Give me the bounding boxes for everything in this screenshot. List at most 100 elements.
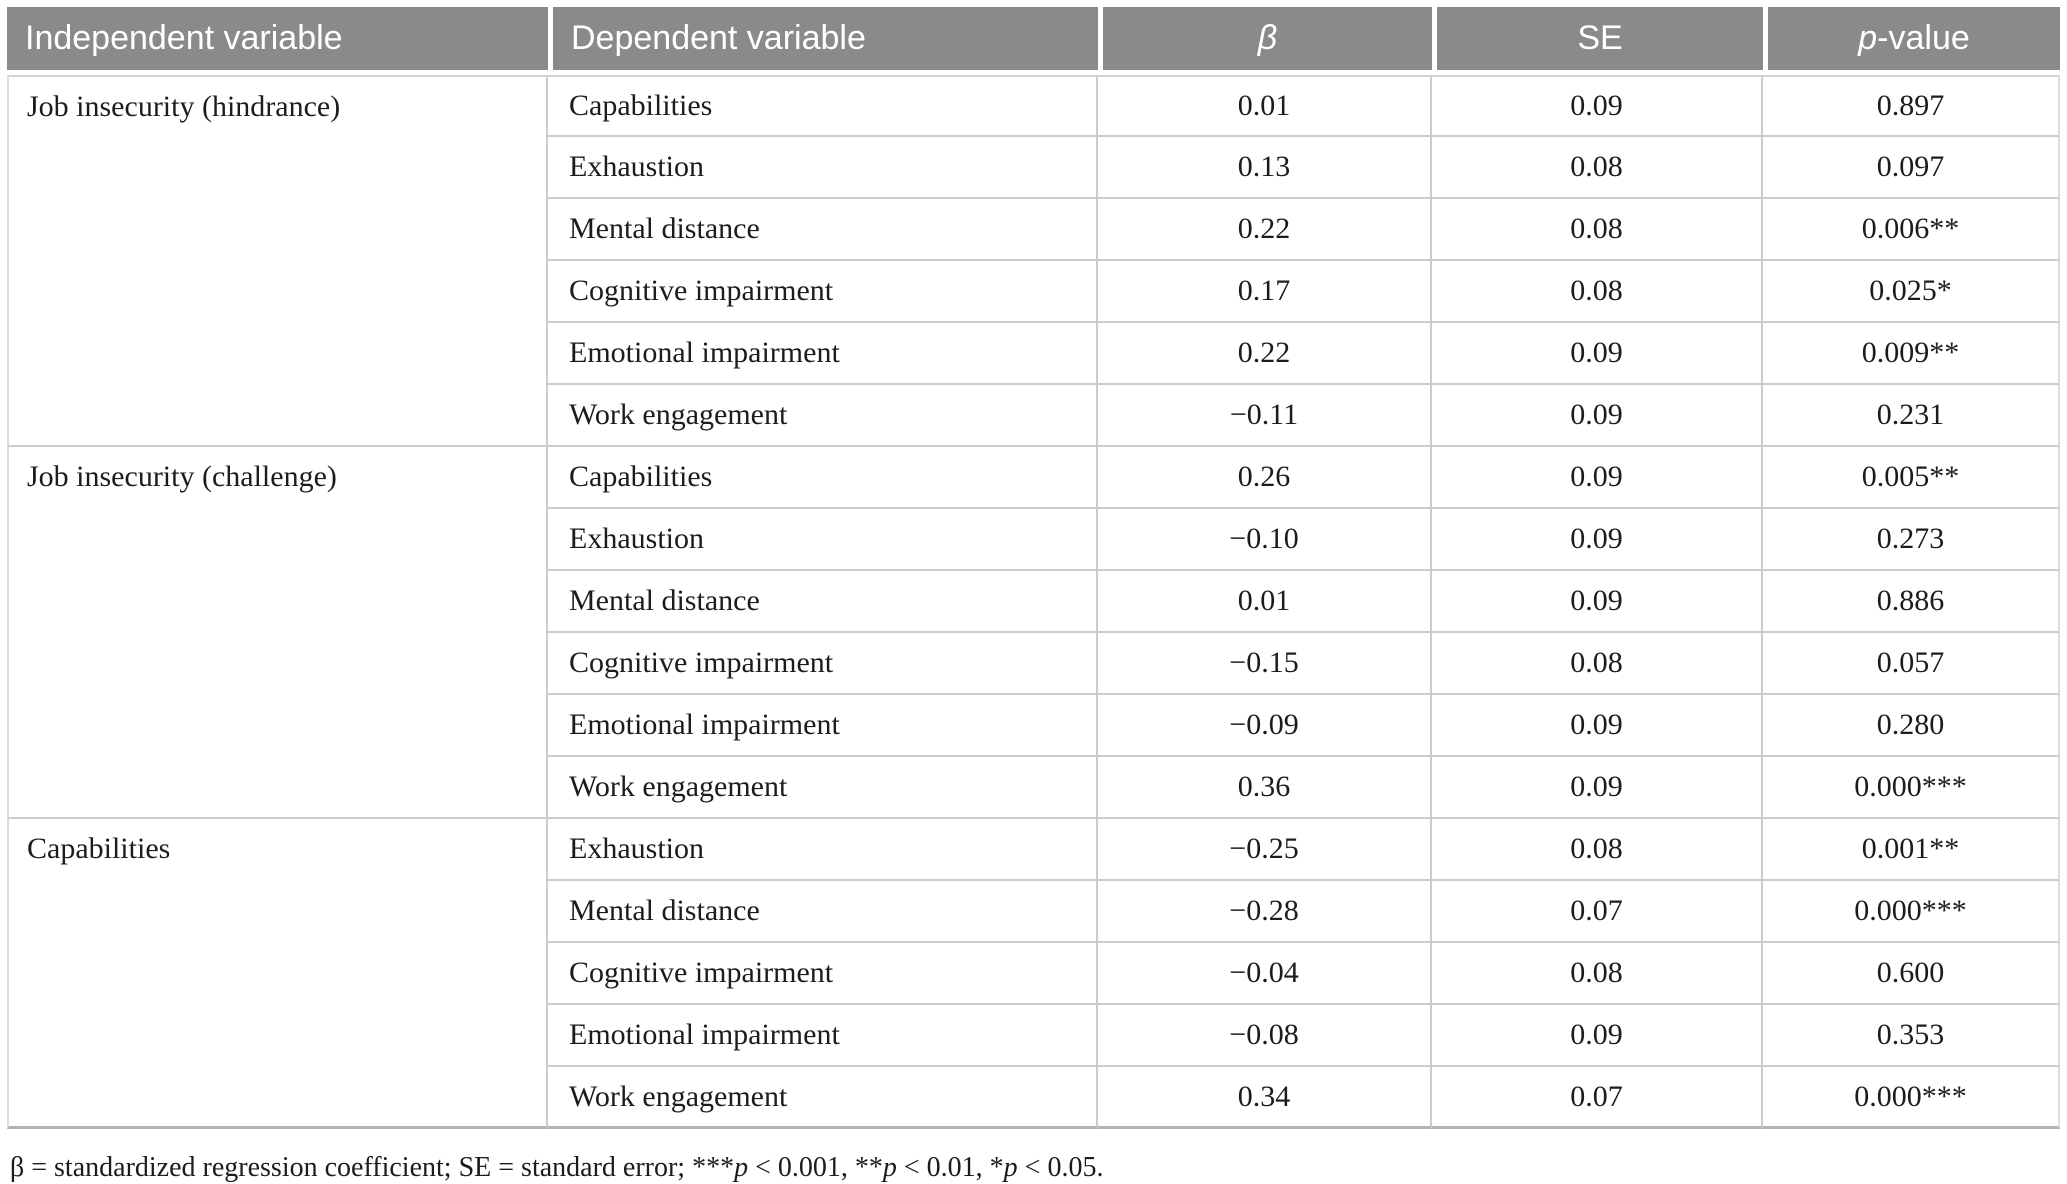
- footnote-text: < 0.05.: [1017, 1152, 1104, 1183]
- header-p-value-italic-p: p: [1858, 19, 1878, 57]
- table-row: Work engagement −0.11 0.09 0.231: [7, 385, 2060, 447]
- table-row: Cognitive impairment −0.04 0.08 0.600: [7, 943, 2060, 1005]
- se-value-cell: 0.09: [1432, 323, 1763, 385]
- table-row: Mental distance 0.01 0.09 0.886: [7, 571, 2060, 633]
- footnote-text: β = standardized regression coefficient;…: [10, 1152, 735, 1183]
- beta-value-cell: 0.36: [1098, 757, 1432, 819]
- se-value-cell: 0.07: [1432, 1067, 1763, 1129]
- header-independent-variable: Independent variable: [7, 7, 548, 75]
- se-value-cell: 0.09: [1432, 447, 1763, 509]
- p-value-cell: 0.009**: [1763, 323, 2060, 385]
- p-value-cell: 0.273: [1763, 509, 2060, 571]
- se-value-cell: 0.08: [1432, 137, 1763, 199]
- table-row: Emotional impairment −0.08 0.09 0.353: [7, 1005, 2060, 1067]
- dependent-variable-cell: Emotional impairment: [548, 1005, 1098, 1067]
- header-row: Independent variable Dependent variable …: [7, 7, 2060, 75]
- regression-table: Independent variable Dependent variable …: [7, 7, 2060, 1129]
- p-value-cell: 0.005**: [1763, 447, 2060, 509]
- table-row: Job insecurity (hindrance) Capabilities 0.…: [7, 75, 2060, 447]
- dependent-variable-cell: Emotional impairment: [548, 323, 1098, 385]
- header-dependent-variable: Dependent variable: [548, 7, 1098, 75]
- p-value-cell: 0.886: [1763, 571, 2060, 633]
- table-row: Work engagement 0.36 0.09 0.000***: [7, 757, 2060, 819]
- beta-value-cell: −0.09: [1098, 695, 1432, 757]
- beta-value-cell: −0.15: [1098, 633, 1432, 695]
- se-value-cell: 0.09: [1432, 1005, 1763, 1067]
- table-row: Work engagement 0.34 0.07 0.000***: [7, 1067, 2060, 1129]
- dependent-variable-cell: Cognitive impairment: [548, 633, 1098, 695]
- independent-variable-cell: Job insecurity (hindrance): [7, 75, 548, 447]
- dependent-variable-cell: Work engagement: [548, 757, 1098, 819]
- se-value-cell: 0.08: [1432, 261, 1763, 323]
- beta-value-cell: −0.25: [1098, 819, 1432, 881]
- header-p-value-suffix: -value: [1877, 19, 1970, 57]
- beta-value-cell: −0.04: [1098, 943, 1432, 1005]
- dependent-variable-cell: Mental distance: [548, 881, 1098, 943]
- p-value-cell: 0.231: [1763, 385, 2060, 447]
- independent-variable-cell: Capabilities: [7, 819, 548, 1129]
- table-row: Emotional impairment −0.09 0.09 0.280: [7, 695, 2060, 757]
- p-value-cell: 0.000***: [1763, 881, 2060, 943]
- se-value-cell: 0.08: [1432, 943, 1763, 1005]
- p-value-cell: 0.280: [1763, 695, 2060, 757]
- table-row: Cognitive impairment −0.15 0.08 0.057: [7, 633, 2060, 695]
- header-beta: β: [1098, 7, 1432, 75]
- dependent-variable-cell: Mental distance: [548, 199, 1098, 261]
- dependent-variable-cell: Emotional impairment: [548, 695, 1098, 757]
- dependent-variable-cell: Work engagement: [548, 385, 1098, 447]
- independent-variable-cell: Job insecurity (challenge): [7, 447, 548, 819]
- beta-value-cell: 0.01: [1098, 75, 1432, 137]
- beta-value-cell: −0.28: [1098, 881, 1432, 943]
- se-value-cell: 0.09: [1432, 695, 1763, 757]
- p-value-cell: 0.001**: [1763, 819, 2060, 881]
- dependent-variable-cell: Mental distance: [548, 571, 1098, 633]
- p-value-cell: 0.000***: [1763, 757, 2060, 819]
- dependent-variable-cell: Exhaustion: [548, 819, 1098, 881]
- dependent-variable-cell: Work engagement: [548, 1067, 1098, 1129]
- se-value-cell: 0.08: [1432, 819, 1763, 881]
- footnote-italic-p: p: [1003, 1152, 1018, 1183]
- dependent-variable-cell: Capabilities: [548, 75, 1098, 137]
- table-row: Mental distance −0.28 0.07 0.000***: [7, 881, 2060, 943]
- beta-value-cell: 0.26: [1098, 447, 1432, 509]
- table-footnote: β = standardized regression coefficient;…: [10, 1152, 2060, 1184]
- table-row: Exhaustion 0.13 0.08 0.097: [7, 137, 2060, 199]
- table-row: Capabilities Exhaustion −0.25 0.08 0.001**: [7, 819, 2060, 1129]
- p-value-cell: 0.000***: [1763, 1067, 2060, 1129]
- p-value-cell: 0.025*: [1763, 261, 2060, 323]
- dependent-variable-cell: Exhaustion: [548, 509, 1098, 571]
- p-value-cell: 0.006**: [1763, 199, 2060, 261]
- dependent-variable-cell: Exhaustion: [548, 137, 1098, 199]
- footnote-text: < 0.001, **: [748, 1152, 883, 1183]
- table-row: Cognitive impairment 0.17 0.08 0.025*: [7, 261, 2060, 323]
- dependent-variable-cell: Cognitive impairment: [548, 943, 1098, 1005]
- table-row: Exhaustion −0.10 0.09 0.273: [7, 509, 2060, 571]
- se-value-cell: 0.09: [1432, 757, 1763, 819]
- table-body: Job insecurity (hindrance) Capabilities 0.…: [7, 75, 2060, 1129]
- beta-value-cell: −0.08: [1098, 1005, 1432, 1067]
- footnote-italic-p: p: [734, 1152, 749, 1183]
- header-se: SE: [1432, 7, 1763, 75]
- beta-value-cell: −0.10: [1098, 509, 1432, 571]
- se-value-cell: 0.08: [1432, 199, 1763, 261]
- se-value-cell: 0.08: [1432, 633, 1763, 695]
- p-value-cell: 0.097: [1763, 137, 2060, 199]
- beta-value-cell: −0.11: [1098, 385, 1432, 447]
- dependent-variable-cell: Cognitive impairment: [548, 261, 1098, 323]
- p-value-cell: 0.057: [1763, 633, 2060, 695]
- se-value-cell: 0.09: [1432, 75, 1763, 137]
- p-value-cell: 0.353: [1763, 1005, 2060, 1067]
- beta-value-cell: 0.22: [1098, 323, 1432, 385]
- beta-value-cell: 0.34: [1098, 1067, 1432, 1129]
- beta-value-cell: 0.17: [1098, 261, 1432, 323]
- p-value-cell: 0.600: [1763, 943, 2060, 1005]
- footnote-italic-p: p: [882, 1152, 897, 1183]
- se-value-cell: 0.09: [1432, 571, 1763, 633]
- se-value-cell: 0.07: [1432, 881, 1763, 943]
- se-value-cell: 0.09: [1432, 509, 1763, 571]
- beta-value-cell: 0.13: [1098, 137, 1432, 199]
- table-header: Independent variable Dependent variable …: [7, 7, 2060, 75]
- table-row: Job insecurity (challenge) Capabilities 0.…: [7, 447, 2060, 819]
- se-value-cell: 0.09: [1432, 385, 1763, 447]
